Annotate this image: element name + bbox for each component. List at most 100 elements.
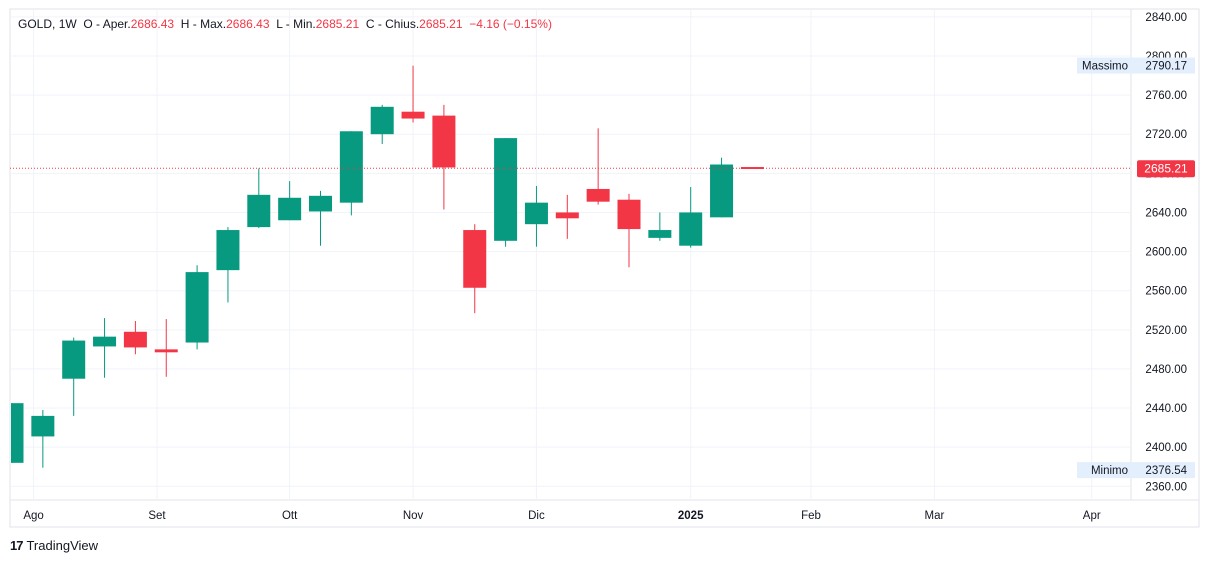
candle: [339, 131, 363, 216]
candle-body: [309, 195, 332, 212]
candle-body: [62, 340, 86, 379]
candle: [370, 104, 394, 144]
tradingview-logo-text: TradingView: [26, 538, 99, 553]
last-price-label: 2685.21: [1137, 160, 1195, 178]
candle-body: [216, 230, 240, 271]
candle: [31, 410, 55, 468]
legend-low-value: 2685.21: [315, 17, 360, 31]
candle: [555, 194, 579, 239]
legend-symbol: GOLD: [18, 17, 53, 31]
x-tick-label: Apr: [1083, 510, 1101, 522]
y-tick-label: 2440.00: [1145, 403, 1187, 415]
candle: [524, 186, 548, 247]
candle: [679, 187, 703, 248]
candle-body: [123, 331, 147, 348]
candle-body: [679, 212, 703, 246]
low-marker-value: 2376.54: [1145, 465, 1187, 477]
candle: [123, 321, 147, 355]
candle: [247, 168, 271, 229]
y-tick-label: 2560.00: [1145, 286, 1187, 298]
candle: [648, 212, 672, 241]
legend-high-label: H - Max.: [180, 17, 227, 31]
chart-frame: [9, 8, 1200, 528]
candle-body: [401, 111, 425, 119]
y-tick-label: 2360.00: [1145, 481, 1187, 493]
legend-close-value: 2685.21: [419, 17, 463, 31]
x-tick-label: Nov: [403, 510, 424, 522]
high-marker-value: 2790.17: [1145, 61, 1187, 73]
y-tick-label: 2520.00: [1145, 325, 1187, 337]
y-tick-label: 2600.00: [1145, 247, 1187, 259]
candle: [309, 190, 332, 246]
legend-open-value: 2686.43: [130, 17, 175, 31]
candle: [154, 319, 178, 377]
candle: [216, 227, 240, 303]
candle: [62, 337, 86, 416]
candle-body: [432, 115, 456, 168]
candle-body: [93, 336, 117, 347]
high-marker-label: Massimo: [1082, 61, 1128, 73]
x-tick-label: Feb: [801, 510, 821, 522]
price-axis[interactable]: 2360.00 2400.00 2440.00 2480.00 2520.00 2560.…: [1145, 12, 1187, 493]
low-marker: Minimo 2376.54: [1077, 462, 1195, 479]
candle: [494, 138, 518, 247]
candle-body: [648, 230, 672, 238]
candle-body: [555, 212, 579, 219]
y-tick-label: 2840.00: [1145, 12, 1187, 24]
x-tick-label: Set: [148, 510, 166, 522]
candle: [11, 403, 24, 463]
legend-high-value: 2686.43: [226, 17, 270, 31]
candle-body: [154, 349, 178, 353]
candle-body: [586, 188, 610, 202]
legend-interval: 1W: [58, 17, 77, 31]
legend-low-label: L - Min.: [276, 17, 316, 31]
candle-body: [494, 138, 518, 241]
candle-body: [710, 164, 734, 218]
legend-open-label: O - Aper.: [83, 17, 131, 31]
y-tick-label: 2720.00: [1145, 129, 1187, 141]
candle: [586, 128, 610, 205]
low-marker-label: Minimo: [1091, 465, 1128, 477]
y-tick-label: 2400.00: [1145, 442, 1187, 454]
candle-body: [617, 199, 641, 230]
candle-body: [740, 167, 764, 170]
candle-body: [278, 197, 302, 221]
x-tick-label: Ott: [282, 510, 298, 522]
candle-body: [339, 131, 363, 203]
candle-body: [524, 202, 548, 225]
candle: [278, 181, 302, 221]
x-tick-label: Mar: [925, 510, 945, 522]
candle: [710, 157, 734, 218]
candle-body: [463, 230, 487, 288]
time-axis[interactable]: Ago Set Ott Nov Dic 2025 Feb Mar Apr: [23, 510, 1101, 522]
candle-body: [370, 106, 394, 135]
y-tick-label: 2640.00: [1145, 207, 1187, 219]
tradingview-logo-icon: 17: [10, 538, 24, 553]
candle-body: [247, 194, 271, 228]
legend-change-value: −4.16 (−0.15%): [469, 17, 552, 31]
candle: [401, 65, 425, 123]
low-marker-bg: [1077, 462, 1195, 479]
high-marker-bg: [1077, 57, 1195, 74]
tradingview-logo[interactable]: 17 TradingView: [10, 538, 98, 553]
x-tick-label: Dic: [528, 510, 545, 522]
extreme-markers: 2685.21 Massimo 2790.17 Minimo 2376.54: [10, 57, 1195, 479]
ohlc-legend: GOLD, 1W O - Aper.2686.43 H - Max.2686.4…: [18, 17, 552, 31]
candle-body: [31, 415, 55, 437]
legend-close-label: C - Chius.: [365, 17, 420, 31]
candle: [617, 193, 641, 268]
y-tick-label: 2480.00: [1145, 364, 1187, 376]
candles: [11, 65, 764, 468]
candle: [463, 224, 487, 314]
x-tick-label: 2025: [678, 510, 704, 522]
grid: [10, 9, 1131, 500]
y-tick-label: 2760.00: [1145, 90, 1187, 102]
candle: [432, 104, 456, 210]
x-tick-label: Ago: [23, 510, 43, 522]
candle-body: [185, 272, 209, 343]
high-marker: Massimo 2790.17: [1077, 57, 1195, 74]
candle: [185, 265, 209, 350]
last-price-label-bg: [1137, 160, 1195, 178]
last-price-label-text: 2685.21: [1144, 162, 1188, 176]
